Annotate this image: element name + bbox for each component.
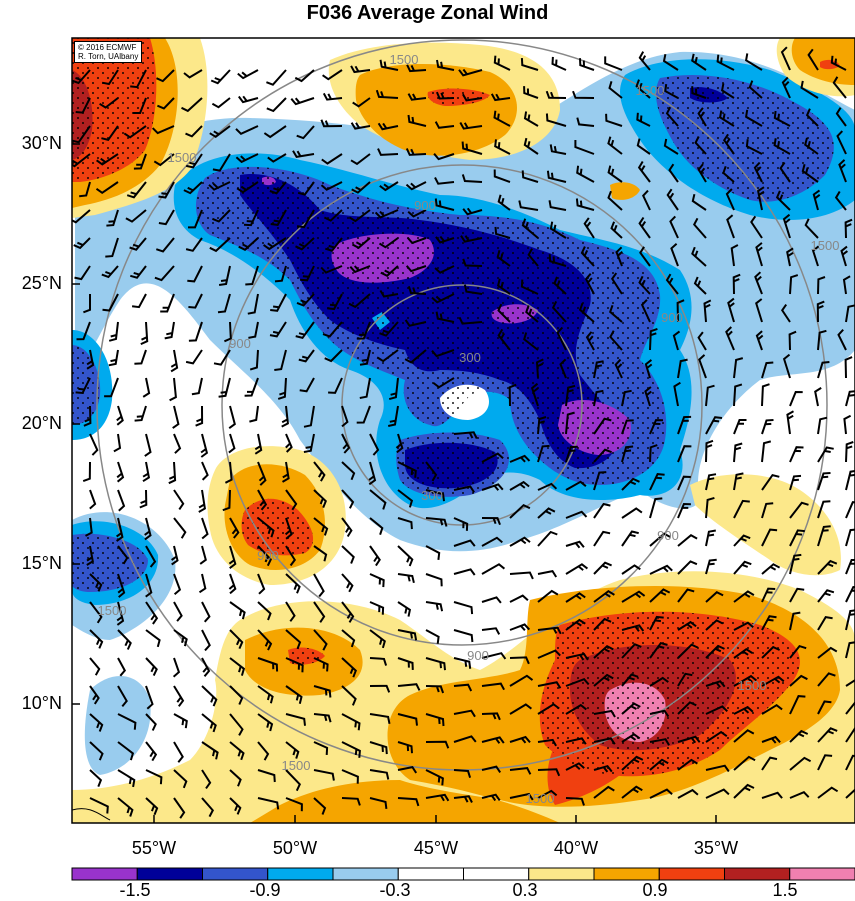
colorbar-swatch — [464, 868, 529, 880]
ring-label-1500-top: 1500 — [390, 52, 419, 67]
ring-label-1500-ne: 1500 — [636, 83, 665, 98]
lat-label-30n: 30°N — [0, 133, 62, 154]
credit-box: © 2016 ECMWF R. Torn, UAlbany — [74, 41, 142, 63]
colorbar-label-5: 0.9 — [625, 880, 685, 901]
ring-label-1500-sw: 1500 — [282, 758, 311, 773]
credit-line-2: R. Torn, UAlbany — [78, 52, 138, 61]
lon-label-40w: 40°W — [536, 838, 616, 859]
ring-label-300-bottom: 300 — [421, 488, 443, 503]
ring-label-1500-bottom: 1500 — [526, 791, 555, 806]
lat-label-10n: 10°N — [0, 693, 62, 714]
lat-label-25n: 25°N — [0, 273, 62, 294]
colorbar-label-6: 1.5 — [755, 880, 815, 901]
colorbar-label-3: -0.3 — [365, 880, 425, 901]
colorbar-label-4: 0.3 — [495, 880, 555, 901]
lon-label-55w: 55°W — [114, 838, 194, 859]
ring-label-900-sw: 900 — [257, 548, 279, 563]
colorbar-swatch — [333, 868, 398, 880]
ring-label-1500-se: 1500 — [738, 678, 767, 693]
ring-label-300-top: 300 — [459, 350, 481, 365]
ring-label-900-left: 900 — [229, 336, 251, 351]
colorbar-label-2: -0.9 — [235, 880, 295, 901]
colorbar-swatch — [203, 868, 268, 880]
colorbar — [72, 868, 855, 880]
colorbar-swatch — [659, 868, 724, 880]
ring-label-1500-nw: 1500 — [168, 150, 197, 165]
colorbar-swatch — [790, 868, 855, 880]
lon-label-35w: 35°W — [676, 838, 756, 859]
colorbar-swatch — [529, 868, 594, 880]
colorbar-swatch — [725, 868, 790, 880]
ring-label-900-right: 900 — [661, 310, 683, 325]
ring-label-900-bottom: 900 — [467, 648, 489, 663]
colorbar-swatch — [137, 868, 202, 880]
lat-label-20n: 20°N — [0, 413, 62, 434]
colorbar-swatch — [72, 868, 137, 880]
lon-label-50w: 50°W — [255, 838, 335, 859]
ring-label-1500-east: 1500 — [811, 238, 840, 253]
colorbar-swatch — [594, 868, 659, 880]
lon-label-45w: 45°W — [396, 838, 476, 859]
credit-line-1: © 2016 ECMWF — [78, 43, 138, 52]
colorbar-swatch — [398, 868, 463, 880]
lat-label-15n: 15°N — [0, 553, 62, 574]
colorbar-label-1: -1.5 — [105, 880, 165, 901]
ring-label-900-top: 900 — [414, 198, 436, 213]
ring-label-900-se: 900 — [657, 528, 679, 543]
ring-label-1500-west: 1500 — [98, 603, 127, 618]
colorbar-swatch — [268, 868, 333, 880]
